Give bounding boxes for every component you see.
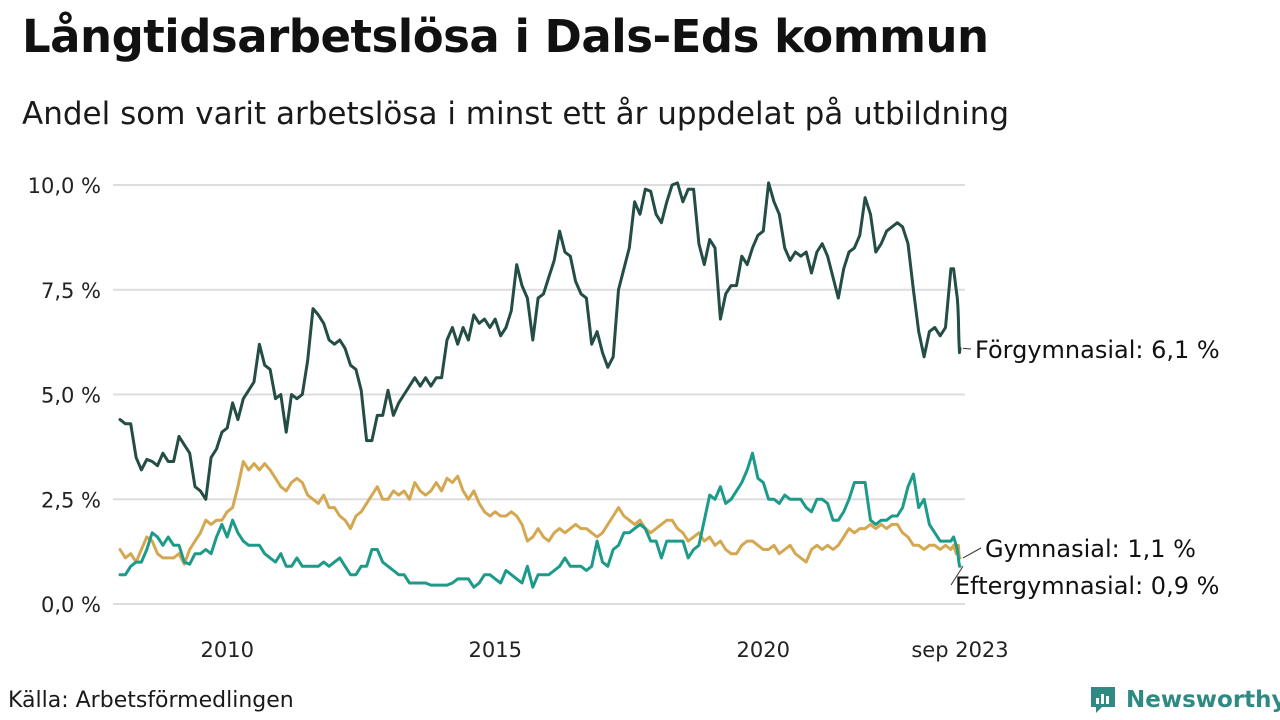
series-line-forgymnasial bbox=[118, 181, 962, 501]
x-tick-label: 2020 bbox=[737, 638, 790, 662]
source-note: Källa: Arbetsförmedlingen bbox=[8, 688, 294, 713]
leader-line-gymnasial bbox=[962, 547, 982, 559]
y-tick-label: 5,0 % bbox=[41, 384, 101, 408]
newsworthy-brand[interactable]: Newsworthy bbox=[1088, 684, 1280, 716]
y-tick-label: 10,0 % bbox=[28, 174, 101, 198]
end-label-eftergymnasial: Eftergymnasial: 0,9 % bbox=[955, 572, 1219, 600]
x-tick-label: 2015 bbox=[469, 638, 522, 662]
grid-layer bbox=[113, 184, 965, 605]
end-label-forgymnasial: Förgymnasial: 6,1 % bbox=[975, 336, 1220, 364]
x-tick-label: 2010 bbox=[200, 638, 253, 662]
y-tick-label: 0,0 % bbox=[41, 593, 101, 617]
newsworthy-logo-icon bbox=[1091, 687, 1115, 713]
end-label-gymnasial: Gymnasial: 1,1 % bbox=[985, 535, 1196, 563]
leader-line-forgymnasial bbox=[962, 347, 972, 350]
chart-title: Långtidsarbetslösa i Dals-Eds kommun bbox=[22, 10, 989, 63]
end-labels: Gymnasial: 1,1 % Eftergymnasial: 0,9 % För… bbox=[950, 336, 1220, 600]
leader-line-eftergymnasial bbox=[950, 566, 964, 586]
x-axis-ticks: 2010 2015 2020 sep 2023 bbox=[200, 638, 1008, 662]
x-tick-label: sep 2023 bbox=[911, 638, 1008, 662]
series-line-gymnasial bbox=[118, 460, 962, 566]
y-tick-label: 2,5 % bbox=[41, 488, 101, 512]
y-tick-label: 7,5 % bbox=[41, 279, 101, 303]
chart-subtitle: Andel som varit arbetslösa i minst ett å… bbox=[22, 96, 1010, 132]
y-axis-ticks: 0,0 % 2,5 % 5,0 % 7,5 % 10,0 % bbox=[28, 174, 101, 617]
series-layer bbox=[118, 181, 962, 589]
brand-name: Newsworthy bbox=[1126, 687, 1280, 713]
series-line-eftergymnasial bbox=[118, 451, 962, 589]
